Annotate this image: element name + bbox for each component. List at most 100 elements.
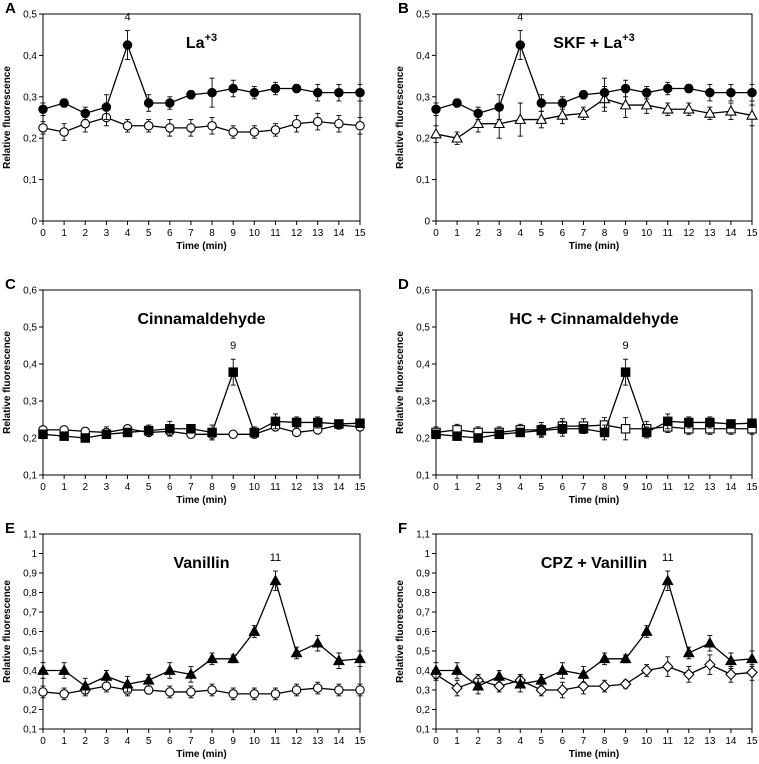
- panel-letter: C: [5, 276, 16, 293]
- x-tick-label: 11: [270, 736, 281, 747]
- y-tick-label: 0,3: [416, 686, 430, 697]
- x-tick-label: 6: [167, 736, 173, 747]
- data-point: [270, 689, 281, 699]
- data-point: [59, 127, 69, 137]
- y-tick-label: 0,4: [416, 666, 430, 677]
- x-tick-label: 2: [475, 736, 481, 747]
- data-point: [682, 646, 695, 658]
- data-point: [37, 664, 49, 675]
- data-point: [291, 118, 302, 129]
- data-point: [661, 102, 674, 114]
- x-tick-label: 9: [623, 482, 629, 493]
- peak-annotation: 11: [270, 552, 281, 564]
- x-tick-label: 7: [188, 482, 194, 493]
- x-tick-label: 10: [641, 736, 653, 747]
- data-point: [452, 431, 462, 441]
- series-line: [435, 98, 753, 139]
- data-point: [311, 636, 324, 648]
- data-point: [661, 660, 674, 673]
- y-tick-label: 0,9: [23, 569, 37, 580]
- y-tick-label: 0,1: [23, 471, 37, 482]
- x-tick-label: 10: [641, 228, 653, 239]
- data-point: [641, 427, 652, 438]
- data-point: [747, 418, 757, 428]
- data-point: [248, 625, 261, 636]
- chart-panel-d: D0,10,20,30,40,50,60 1 2 3 4 5 6 7 8 9 10 11 12 13 14 1…: [395, 276, 758, 506]
- data-point: [746, 109, 758, 120]
- series-treated: [431, 30, 757, 121]
- data-point: [270, 83, 281, 94]
- data-point: [165, 687, 175, 697]
- data-point: [577, 668, 590, 679]
- data-point: [430, 127, 442, 139]
- y-tick-label: 0,7: [416, 608, 430, 619]
- data-point: [312, 87, 323, 98]
- x-tick-label: 1: [454, 228, 460, 239]
- data-point: [599, 87, 610, 98]
- x-tick-label: 0: [40, 482, 46, 493]
- data-point: [186, 423, 196, 434]
- chart-title: Vanillin: [173, 555, 229, 572]
- y-tick-label: 0,5: [23, 10, 37, 21]
- series-treated: [431, 358, 757, 443]
- data-point: [165, 423, 175, 434]
- x-tick-label: 15: [354, 482, 366, 493]
- chart-title: SKF + La+3: [553, 32, 634, 52]
- x-tick-label: 0: [433, 482, 439, 493]
- data-point: [249, 689, 260, 699]
- x-tick-label: 8: [602, 228, 608, 239]
- data-point: [683, 668, 695, 681]
- y-tick-label: 0,4: [23, 360, 37, 371]
- data-point: [186, 687, 196, 697]
- series-line: [42, 685, 360, 695]
- data-point: [228, 367, 238, 377]
- data-point: [704, 658, 716, 671]
- x-tick-label: 5: [146, 736, 152, 747]
- data-point: [703, 636, 716, 648]
- chart-panel-a: A00,10,20,30,40,50 1 2 3 4 5 6 7 8 9 10 11 12 13 14 15T…: [2, 0, 366, 252]
- y-tick-label: 0,6: [416, 286, 430, 297]
- data-point: [355, 121, 365, 131]
- chart-title-main: Cinnamaldehyde: [137, 311, 265, 328]
- x-tick-label: 3: [104, 482, 110, 493]
- y-tick-label: 0,1: [416, 725, 430, 736]
- x-tick-label: 13: [704, 228, 716, 239]
- chart-title: La+3: [186, 32, 217, 52]
- x-tick-label: 12: [291, 482, 303, 493]
- x-tick-label: 5: [146, 228, 152, 239]
- data-point: [79, 679, 92, 691]
- x-tick-label: 7: [188, 736, 194, 747]
- series-control: [38, 108, 365, 141]
- data-point: [515, 427, 526, 438]
- chart-title-main: SKF + La: [553, 35, 622, 52]
- series-line: [435, 663, 753, 691]
- data-point: [100, 670, 113, 681]
- x-tick-label: 4: [517, 736, 523, 747]
- data-point: [578, 89, 589, 100]
- data-point: [291, 427, 302, 438]
- panel-letter: E: [5, 520, 15, 537]
- x-tick-label: 7: [581, 736, 587, 747]
- data-point: [705, 87, 715, 98]
- y-tick-label: 0,8: [416, 588, 430, 599]
- plot-frame: [435, 289, 753, 476]
- data-point: [620, 423, 631, 434]
- data-point: [165, 123, 175, 133]
- data-point: [472, 117, 485, 129]
- data-point: [726, 419, 736, 429]
- x-tick-label: 11: [663, 736, 674, 747]
- data-point: [143, 121, 154, 131]
- series-line: [435, 43, 752, 115]
- y-axis-label: Relative fluorescence: [395, 66, 406, 169]
- x-axis-label: Time (min): [176, 241, 226, 252]
- x-axis-label: Time (min): [569, 495, 619, 506]
- panel-letter: F: [398, 520, 407, 537]
- data-point: [269, 574, 282, 586]
- data-point: [724, 654, 737, 666]
- y-tick-label: 0,8: [23, 588, 37, 599]
- y-tick-label: 0,5: [416, 10, 430, 21]
- y-tick-label: 0: [424, 217, 430, 228]
- x-tick-label: 1: [61, 228, 67, 239]
- x-tick-label: 12: [683, 482, 695, 493]
- data-point: [452, 98, 462, 108]
